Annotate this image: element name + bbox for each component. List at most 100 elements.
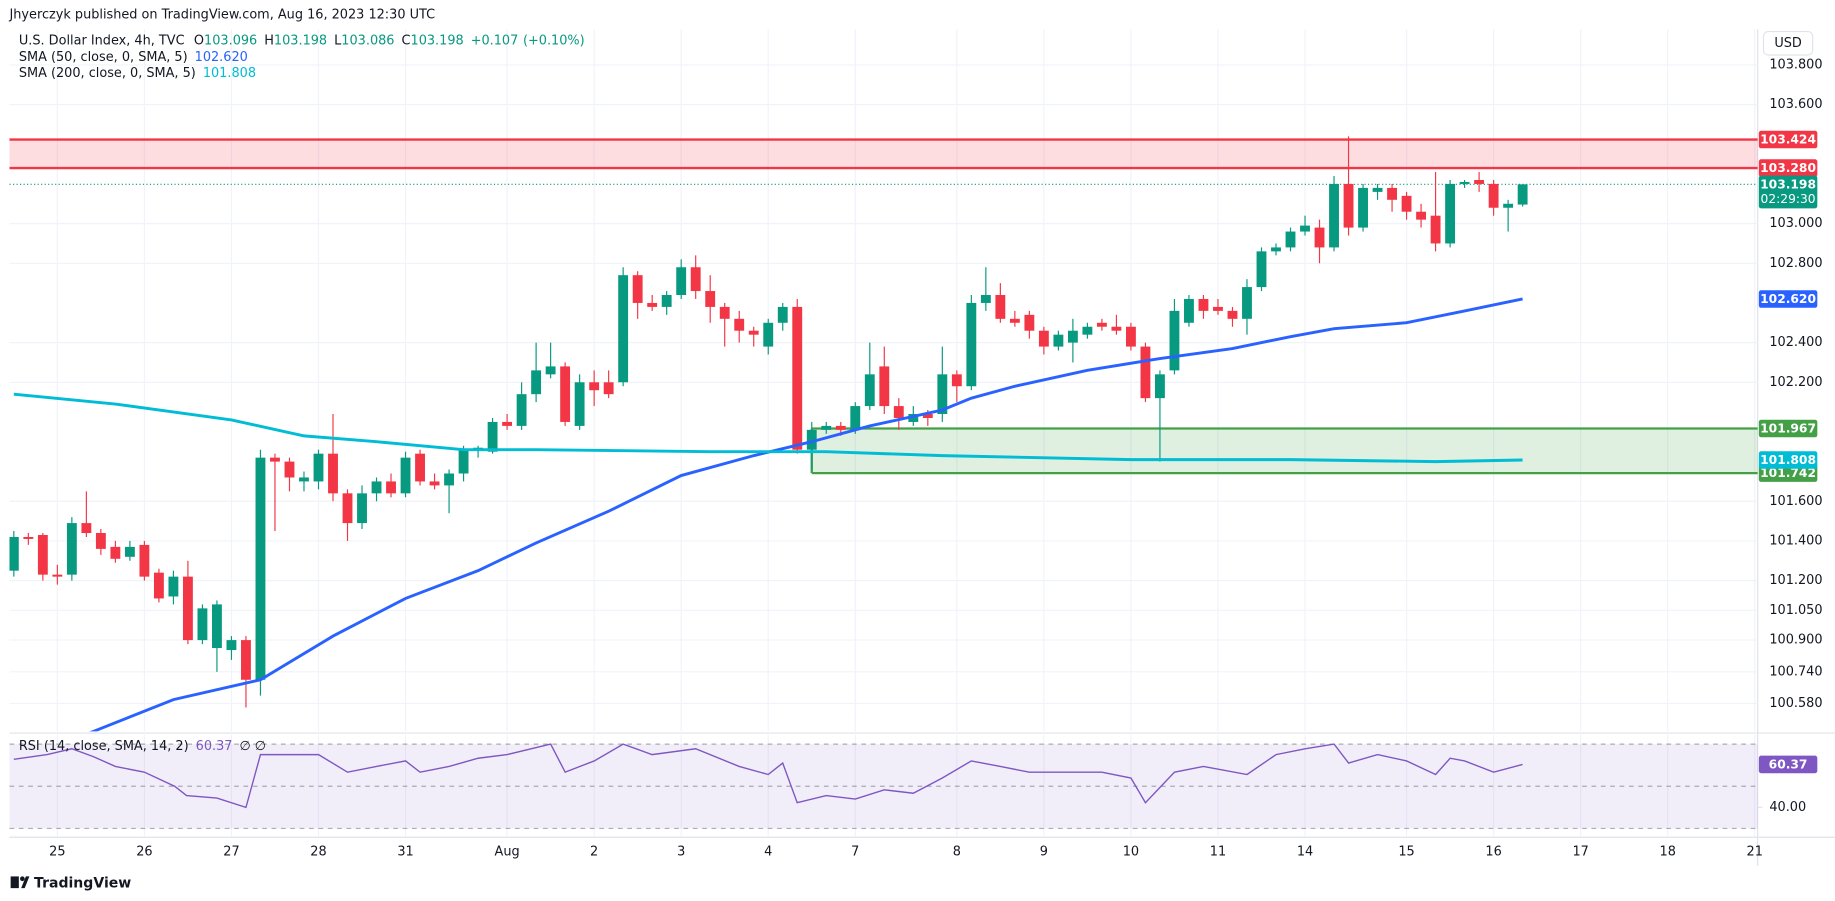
y-tick-label: 102.200	[1769, 375, 1822, 390]
candle-body	[1038, 330, 1049, 347]
candle-body	[226, 640, 237, 651]
grid	[9, 29, 1758, 837]
candle-body	[400, 457, 411, 494]
candle-body	[168, 576, 179, 597]
candles	[9, 136, 1528, 708]
candle-body	[357, 493, 367, 524]
candle-body	[821, 425, 832, 430]
price-label: 102.620	[1760, 292, 1816, 306]
candle-body	[1096, 322, 1107, 327]
candle-body	[124, 546, 135, 557]
candle-body	[342, 493, 353, 524]
candle-body	[603, 382, 614, 395]
legend-sma-name: SMA (200, close, 0, SMA, 5)	[19, 66, 196, 81]
candle-body	[893, 406, 904, 418]
legend-ohlc-key: C	[402, 33, 411, 48]
candle-body	[1256, 251, 1267, 288]
rsi-line	[13, 743, 1523, 809]
candle-body	[284, 461, 295, 478]
candle-body	[647, 302, 658, 307]
candle-body	[429, 481, 440, 486]
candle-body	[1300, 225, 1310, 232]
x-tick-label: 25	[49, 844, 65, 859]
x-tick-label: 9	[1040, 844, 1048, 859]
zone	[811, 428, 1758, 474]
candle-body	[1517, 184, 1528, 205]
countdown: 02:29:30	[1761, 192, 1816, 206]
y-tick-label: 102.800	[1769, 256, 1822, 271]
x-tick-label: 4	[764, 844, 772, 859]
candle-body	[516, 394, 527, 426]
legend-ohlc-value: 103.198	[274, 33, 327, 48]
currency-button[interactable]	[1762, 31, 1814, 56]
y-tick-label: 103.000	[1769, 216, 1822, 231]
candle-body	[1067, 330, 1078, 343]
legend-ohlc-key: O	[194, 33, 204, 48]
candle-body	[879, 366, 890, 407]
candle-body	[922, 414, 933, 418]
price-label-box	[1758, 451, 1818, 469]
rsi-lines	[13, 743, 1523, 809]
y-tick-label: 102.400	[1769, 335, 1822, 350]
candle-body	[371, 481, 382, 494]
x-tick-label: 26	[136, 844, 152, 859]
candle-body	[487, 421, 498, 452]
legend-change-pct: (+0.10%)	[523, 33, 585, 48]
legend-title: U.S. Dollar Index, 4h, TVC	[19, 33, 185, 48]
sma-lines	[13, 297, 1523, 732]
candle-body	[1082, 326, 1093, 335]
candle-body	[1430, 215, 1441, 244]
candle-body	[661, 295, 672, 307]
candle-body	[9, 536, 19, 571]
x-tick-label: 17	[1572, 844, 1588, 859]
candle-body	[1416, 211, 1427, 220]
x-tick-label: 18	[1660, 844, 1676, 859]
legend-rsi-extras: ∅ ∅	[240, 739, 267, 754]
candle-body	[110, 546, 121, 559]
candle-body	[1111, 326, 1122, 331]
legend-change: +0.107	[471, 33, 519, 48]
candle-body	[81, 523, 92, 534]
candle-body	[212, 604, 222, 649]
candle-body	[1155, 374, 1165, 399]
candle-body	[734, 318, 745, 331]
publisher: Jhyerczyk published on TradingView.com, …	[8, 8, 435, 23]
candle-body	[1053, 334, 1064, 347]
y-tick-label: 100.740	[1769, 664, 1822, 679]
legend-sma-value: 101.808	[203, 66, 256, 81]
candle-body	[835, 425, 846, 430]
candle-body	[502, 421, 513, 426]
candle-body	[908, 414, 919, 422]
candle-body	[313, 453, 324, 482]
candle-body	[676, 267, 687, 296]
candle-body	[95, 533, 106, 549]
y-tick-label: 101.200	[1769, 573, 1822, 588]
candle-body	[574, 382, 585, 426]
candle-body	[864, 374, 875, 407]
candle-body	[1184, 298, 1194, 323]
x-tick-label: 7	[851, 844, 859, 859]
candle-body	[52, 574, 63, 577]
legend-ohlc-value: 103.096	[204, 33, 257, 48]
x-tick-label: 21	[1747, 844, 1763, 859]
candle-body	[690, 267, 701, 292]
price-label-box	[1758, 130, 1818, 149]
candle-body	[415, 453, 425, 482]
legend-sma-name: SMA (50, close, 0, SMA, 5)	[19, 50, 188, 65]
candle-body	[241, 640, 251, 680]
logo-text: TradingView	[34, 875, 131, 891]
candle-body	[1401, 195, 1412, 212]
sma-line	[13, 392, 1523, 464]
x-tick-label: Aug	[495, 844, 520, 859]
candle-body	[719, 306, 730, 319]
y-tick-label: 103.800	[1769, 57, 1822, 72]
candle-body	[705, 291, 716, 307]
candle-body	[1488, 183, 1499, 208]
logo-mark	[21, 876, 30, 889]
candle-body	[1169, 310, 1180, 371]
candle-body	[531, 370, 542, 395]
logo: TradingView	[10, 875, 131, 891]
currency[interactable]: USD	[1774, 36, 1802, 51]
